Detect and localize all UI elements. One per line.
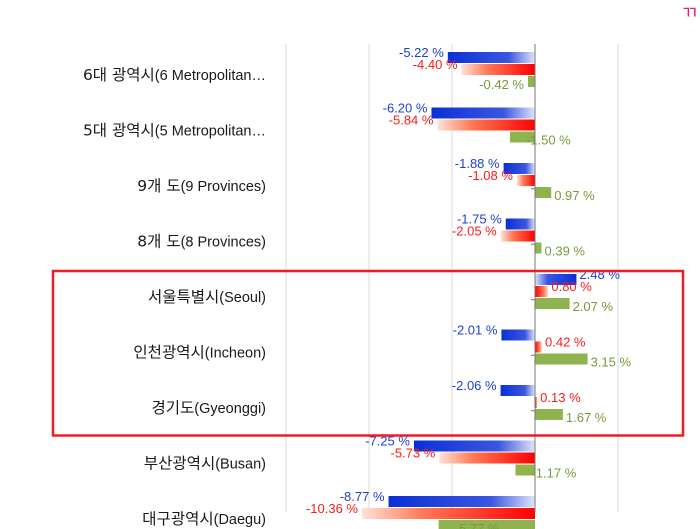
category-label: 5대 광역시(5 Metropolitan…	[83, 122, 266, 140]
bar-series2	[500, 230, 535, 242]
category-label-en: (9 Provinces)	[181, 179, 266, 195]
category-label-en: (5 Metropolitan…	[155, 124, 266, 140]
bar-series3	[535, 409, 563, 420]
data-label: 1.67 %	[566, 410, 607, 425]
data-label: -6.20 %	[383, 101, 428, 116]
category-label: 부산광역시(Busan)	[144, 455, 266, 473]
category-label-en: (Incheon)	[205, 346, 266, 362]
bar-series3	[535, 353, 588, 365]
bar-series1	[505, 218, 535, 230]
category-label-ko: 인천광역시	[133, 344, 204, 362]
category-label: 대구광역시(Daegu)	[142, 510, 266, 528]
highlight-box	[51, 269, 685, 437]
bar-series3	[535, 242, 542, 254]
bar-series3	[509, 131, 535, 143]
data-label: 0.13 %	[540, 390, 581, 405]
data-label: -2.01 %	[453, 323, 498, 338]
bar-series3	[535, 298, 570, 309]
bar-series2	[535, 341, 543, 353]
corner-glyph: ㄲ	[681, 3, 698, 24]
bar-series2	[535, 286, 549, 297]
category-label-en: (6 Metropolitan…	[155, 68, 266, 84]
bar-series3	[438, 520, 535, 529]
category-label-en: (Busan)	[215, 457, 266, 473]
bar-series1	[447, 52, 535, 63]
bar-series1	[413, 440, 535, 452]
category-label: 경기도(Gyeonggi)	[151, 399, 266, 417]
category-labels: 6대 광역시(6 Metropolitan… 5대 광역시(5 Metropoli…	[83, 66, 266, 528]
data-label: -1.50 %	[526, 133, 571, 148]
data-label: -1.88 %	[455, 156, 500, 171]
data-label: -10.36 %	[306, 501, 358, 516]
category-label: 인천광역시(Incheon)	[133, 344, 266, 362]
bar-series1	[500, 385, 535, 396]
category-label: 서울특별시(Seoul)	[148, 288, 266, 306]
bar-series2	[439, 452, 535, 464]
data-label: 0.39 %	[545, 244, 586, 259]
data-label: -5.73 %	[390, 446, 435, 461]
data-label: -2.05 %	[452, 224, 497, 239]
bar-series1	[503, 163, 535, 174]
category-label: 8개 도(8 Provinces)	[137, 233, 266, 251]
bar-series2	[461, 64, 535, 75]
data-label: -1.08 %	[468, 168, 513, 183]
data-label: 3.15 %	[591, 355, 632, 370]
data-label: -5.77 %	[455, 521, 500, 529]
data-label: 0.42 %	[545, 335, 586, 350]
bar-series2	[437, 119, 535, 131]
data-label: -7.25 %	[365, 434, 410, 449]
data-label: -2.06 %	[452, 378, 497, 393]
bar-series2	[361, 508, 535, 519]
bar-series3	[515, 464, 535, 476]
bar-series2	[516, 175, 535, 186]
bar-series1	[535, 274, 577, 285]
category-label-en: (Daegu)	[214, 512, 266, 528]
category-label: 6대 광역시(6 Metropolitan…	[83, 66, 266, 84]
data-label: -0.42 %	[479, 77, 524, 92]
data-label: -1.17 %	[531, 466, 576, 481]
category-label-en: (8 Provinces)	[181, 235, 266, 251]
data-label: 0.97 %	[554, 188, 595, 203]
category-label: 9개 도(9 Provinces)	[137, 177, 266, 195]
bar-series1	[431, 107, 535, 119]
bar-series1	[388, 496, 535, 507]
category-label-ko: 6대 광역시	[83, 66, 155, 84]
data-label: 2.07 %	[573, 299, 614, 314]
category-label-ko: 경기도	[151, 399, 194, 417]
category-label-ko: 9개 도	[137, 177, 180, 195]
bar-series2	[535, 397, 538, 408]
category-label-ko: 서울특별시	[148, 288, 219, 306]
data-label: -5.84 %	[389, 113, 434, 128]
category-label-ko: 8개 도	[137, 233, 180, 251]
category-label-ko: 5대 광역시	[83, 122, 155, 140]
category-label-ko: 부산광역시	[144, 455, 215, 473]
data-label: -5.22 %	[399, 45, 444, 60]
bar-series3	[527, 76, 535, 87]
data-label: 0.80 %	[551, 279, 592, 294]
data-label: -8.77 %	[340, 489, 385, 504]
bar-series1	[501, 329, 535, 341]
bar-series3	[535, 187, 552, 198]
data-label: -1.75 %	[457, 212, 502, 227]
category-label-en: (Gyeonggi)	[194, 401, 266, 417]
bars	[361, 52, 588, 529]
category-label-en: (Seoul)	[219, 290, 266, 306]
category-label-ko: 대구광역시	[142, 510, 213, 528]
data-label: -4.40 %	[413, 57, 458, 72]
